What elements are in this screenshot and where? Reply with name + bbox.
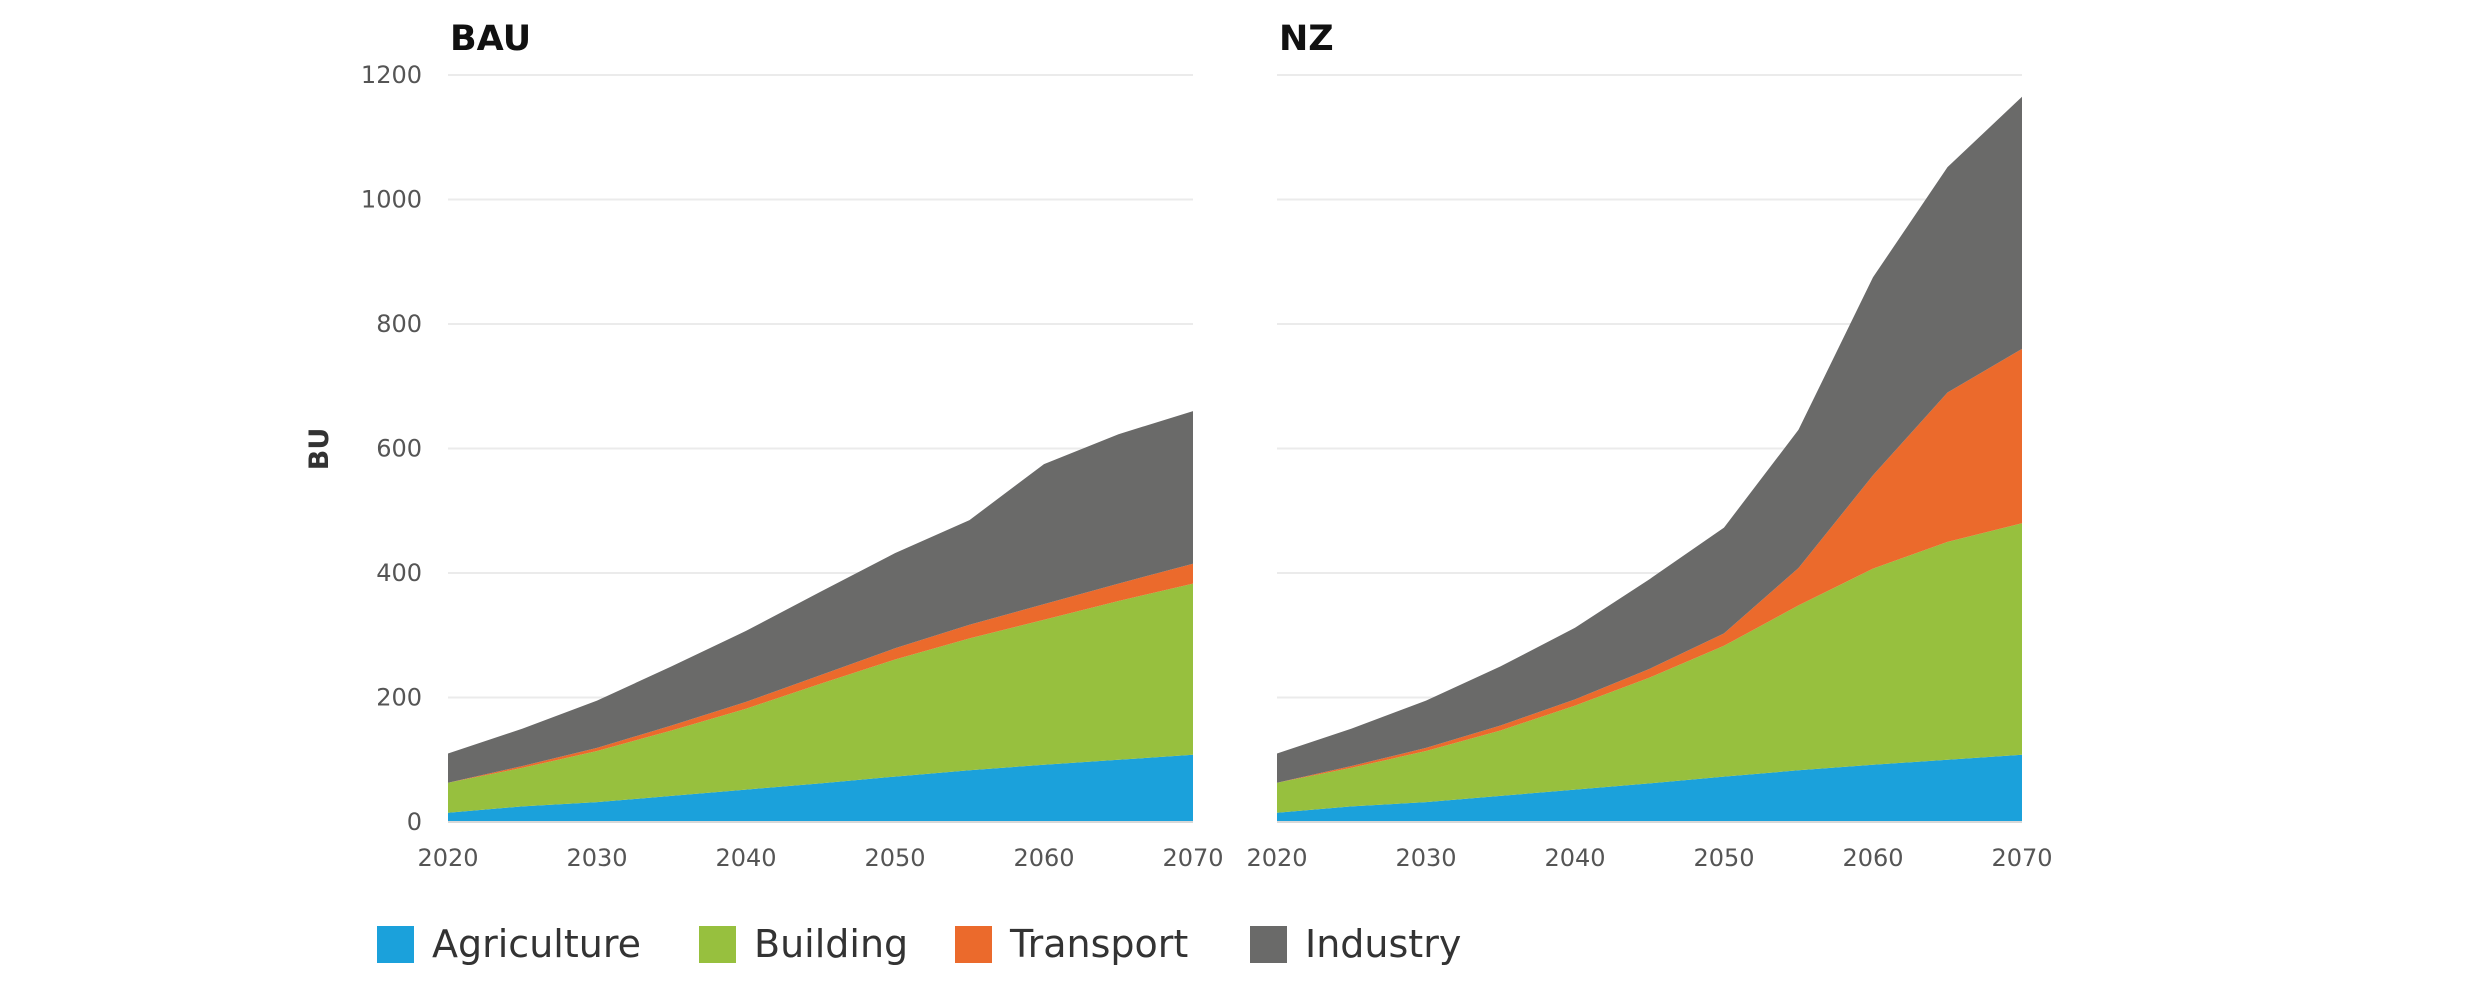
legend-swatch-building [699,926,736,963]
x-tick-label: 2040 [1544,844,1605,872]
y-tick-label: 1000 [361,186,422,214]
y-tick-label: 200 [376,684,422,712]
y-tick-label: 600 [376,435,422,463]
x-tick-label: 2050 [1693,844,1754,872]
panel-title: NZ [1279,19,1334,59]
legend-label-building: Building [754,922,908,966]
legend-swatch-agriculture [377,926,414,963]
legend-label-agriculture: Agriculture [432,922,641,966]
bau-area-agriculture [448,754,1193,822]
y-tick-label: 1200 [361,61,422,89]
x-tick-label: 2060 [1013,844,1074,872]
y-axis-label: BU [304,428,335,471]
x-tick-label: 2070 [1162,844,1223,872]
legend-label-transport: Transport [1009,922,1188,966]
nz-area-agriculture [1277,754,2022,822]
panel-title: BAU [450,19,531,59]
y-tick-label: 400 [376,559,422,587]
x-tick-label: 2020 [1246,844,1307,872]
nz-area-transport [1277,348,2022,783]
nz-area-building [1277,523,2022,813]
x-tick-label: 2030 [566,844,627,872]
legend-label-industry: Industry [1305,922,1461,966]
nz-area-industry [1277,96,2022,783]
x-tick-label: 2030 [1395,844,1456,872]
y-tick-label: 0 [407,808,422,836]
x-tick-label: 2060 [1842,844,1903,872]
legend-swatch-industry [1250,926,1287,963]
x-tick-label: 2050 [864,844,925,872]
x-tick-label: 2020 [417,844,478,872]
y-tick-label: 800 [376,310,422,338]
bau-area-transport [448,563,1193,783]
bau-area-building [448,583,1193,813]
bau-area-industry [448,411,1193,783]
x-tick-label: 2040 [715,844,776,872]
x-tick-label: 2070 [1991,844,2052,872]
legend-swatch-transport [955,926,992,963]
